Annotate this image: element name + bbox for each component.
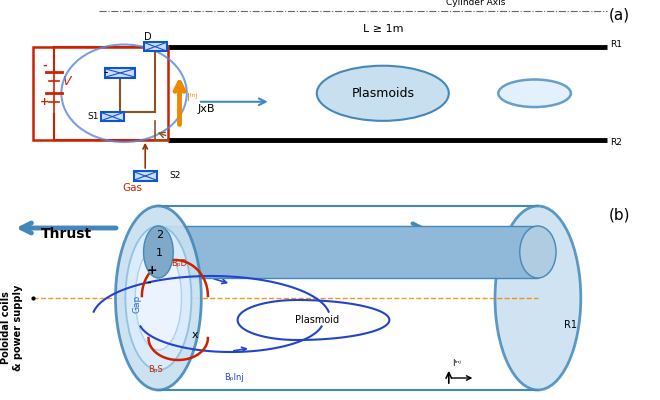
Ellipse shape [125,226,191,370]
Ellipse shape [520,226,556,278]
Text: Gap: Gap [133,295,142,313]
Text: S2: S2 [170,172,181,180]
Text: -: - [147,278,151,288]
Text: -: - [103,66,108,80]
Text: -: - [42,61,48,71]
Text: D: D [144,32,152,42]
Text: Plasmoids: Plasmoids [351,87,414,100]
Text: 2: 2 [156,230,163,240]
Bar [144,42,166,51]
Bar [158,226,538,278]
Ellipse shape [317,66,449,121]
Text: S1: S1 [88,112,99,121]
Text: Plasmoid: Plasmoid [295,315,339,325]
Text: Gas: Gas [122,183,142,193]
Text: Z=0: Z=0 [309,245,328,254]
Text: Exhaust: Exhaust [323,228,383,241]
Text: JxB: JxB [198,104,216,114]
Text: Cylinder Axis: Cylinder Axis [446,0,505,7]
Text: BₚD: BₚD [172,259,187,268]
Text: (b): (b) [609,208,630,223]
Text: R1: R1 [564,320,578,330]
Text: θ: θ [247,251,252,261]
Text: V: V [62,75,70,88]
Text: (a): (a) [609,7,630,22]
Text: L ≥ 1m: L ≥ 1m [362,24,403,34]
Ellipse shape [144,226,173,278]
Ellipse shape [495,206,581,390]
Text: R=0: R=0 [287,266,305,275]
Bar [33,47,168,140]
Text: x: x [191,330,198,340]
Ellipse shape [498,80,571,107]
Bar [100,112,124,121]
Text: +: + [40,97,50,107]
Ellipse shape [135,246,182,350]
Text: 1: 1 [156,248,163,258]
Bar [134,171,157,181]
Text: Poloidal coils
& power supply: Poloidal coils & power supply [1,285,22,371]
Text: R1: R1 [610,40,622,49]
Text: Iᴵⁿʲ: Iᴵⁿʲ [452,359,461,368]
Text: BₚS: BₚS [148,365,163,374]
Text: Thrust: Thrust [40,227,92,241]
Text: Iᴵⁿʲ: Iᴵⁿʲ [187,92,197,102]
Ellipse shape [115,206,201,390]
Text: +: + [147,264,157,277]
Text: BₚInj: BₚInj [224,373,244,382]
Bar [106,68,135,78]
Text: R2: R2 [610,138,622,146]
